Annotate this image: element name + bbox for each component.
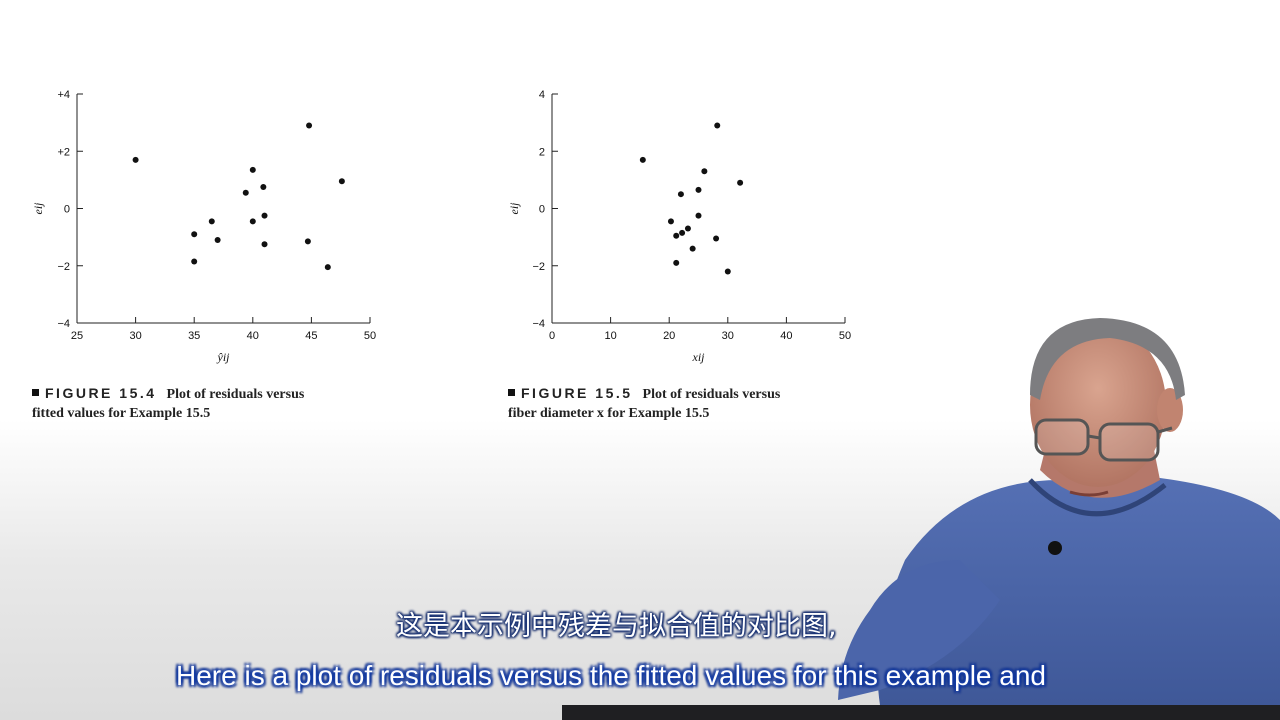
figure-number: FIGURE 15.4 [45, 385, 157, 401]
x-tick-label: 40 [780, 330, 792, 342]
data-point [737, 179, 744, 186]
x-tick-label: 30 [129, 330, 141, 342]
y-axis-label: eij [31, 202, 45, 215]
caption-text: Plot of residuals versus [642, 387, 781, 402]
x-tick-label: 0 [549, 330, 555, 342]
data-point [724, 268, 731, 275]
y-tick-label: 4 [539, 89, 545, 101]
y-tick-label: −2 [57, 261, 70, 273]
data-point [132, 156, 139, 163]
data-point [689, 245, 696, 252]
y-tick-label: 0 [64, 204, 70, 216]
data-point [214, 236, 221, 243]
y-tick-label: +4 [57, 89, 70, 101]
x-tick-label: 25 [71, 330, 83, 342]
data-point [306, 122, 313, 129]
presenter-arm [838, 560, 1000, 700]
subtitle-english: Here is a plot of residuals versus the f… [176, 660, 1046, 691]
data-point [673, 259, 680, 266]
data-point [261, 241, 268, 248]
caption-text-line2: fitted values for Example 15.5 [32, 406, 211, 421]
presenter-shirt [877, 478, 1280, 705]
data-point [695, 186, 702, 193]
subtitle-chinese: 这是本示例中残差与拟合值的对比图, [396, 611, 837, 642]
data-point [667, 218, 674, 225]
y-tick-label: −4 [57, 318, 70, 330]
caption-text: Plot of residuals versus [166, 387, 305, 402]
figure-15-5-caption: FIGURE 15.5 Plot of residuals versus fibe… [508, 384, 780, 423]
x-tick-label: 50 [364, 330, 376, 342]
y-tick-label: 2 [539, 146, 545, 158]
data-point [679, 229, 686, 236]
figure-number: FIGURE 15.5 [521, 385, 633, 401]
data-point [677, 191, 684, 198]
x-tick-label: 35 [188, 330, 200, 342]
data-point [714, 122, 721, 129]
y-tick-label: −4 [532, 318, 545, 330]
x-axis-label: xij [692, 350, 706, 364]
data-point [701, 168, 708, 175]
y-tick-label: 0 [539, 204, 545, 216]
x-tick-label: 40 [247, 330, 259, 342]
data-point [249, 166, 256, 173]
x-tick-label: 50 [839, 330, 851, 342]
lapel-mic-icon [1048, 541, 1062, 555]
figure-15-4-caption: FIGURE 15.4 Plot of residuals versus fitt… [32, 384, 304, 423]
desk-edge [562, 705, 1280, 720]
x-axis-label: ŷij [217, 350, 231, 364]
y-tick-label: +2 [57, 146, 70, 158]
x-tick-label: 10 [604, 330, 616, 342]
caption-text-line2: fiber diameter x for Example 15.5 [508, 406, 710, 421]
data-point [695, 212, 702, 219]
data-point [191, 231, 198, 238]
data-point [208, 218, 215, 225]
data-point [260, 184, 267, 191]
data-point [242, 189, 249, 196]
x-tick-label: 20 [663, 330, 675, 342]
data-point [639, 156, 646, 163]
data-point [713, 235, 720, 242]
y-axis-label: eij [507, 202, 521, 215]
data-point [261, 212, 268, 219]
data-point [338, 178, 345, 185]
data-point [304, 238, 311, 245]
x-tick-label: 45 [305, 330, 317, 342]
glasses-icon [1034, 418, 1173, 462]
y-tick-label: −2 [532, 261, 545, 273]
data-point [191, 258, 198, 265]
bullet-square-icon [32, 389, 39, 396]
data-point [673, 232, 680, 239]
x-tick-label: 30 [722, 330, 734, 342]
data-point [684, 225, 691, 232]
data-point [324, 264, 331, 271]
bullet-square-icon [508, 389, 515, 396]
presenter-head [1030, 323, 1166, 487]
data-point [249, 218, 256, 225]
